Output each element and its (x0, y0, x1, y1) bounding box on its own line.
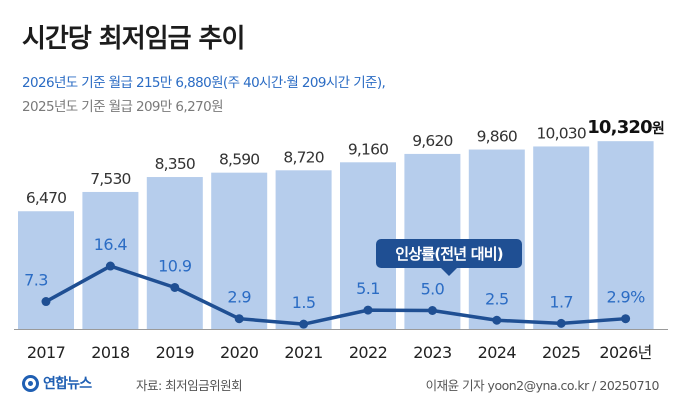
subtitle-2026: 2026년도 기준 월급 215만 6,880원(주 40시간·월 209시간 … (22, 75, 386, 91)
growth-callout-pointer (441, 268, 457, 276)
bar-2026년 (597, 141, 654, 329)
logo: 연합뉴스 (22, 373, 92, 393)
growth-point-2025 (556, 318, 566, 328)
x-tick-2026년: 2026년 (599, 343, 651, 362)
x-tick-2022: 2022 (349, 343, 387, 362)
x-tick-2023: 2023 (413, 343, 451, 362)
growth-label-2022: 5.1 (356, 279, 380, 298)
bar-value-label-2025: 10,030 (536, 124, 585, 142)
bar-value-label-2024: 9,860 (477, 128, 517, 146)
growth-point-2026년 (621, 314, 631, 324)
growth-point-2021 (299, 319, 309, 329)
growth-rate-line (45, 264, 626, 326)
bar-value-label-2023: 9,620 (412, 132, 452, 150)
growth-point-2017 (41, 297, 51, 307)
bar-2025 (533, 146, 590, 329)
growth-point-2020 (234, 314, 244, 324)
growth-callout-box (376, 239, 522, 268)
x-tick-2024: 2024 (478, 343, 517, 362)
bar-value-label-2019: 8,350 (155, 155, 195, 173)
x-tick-2018: 2018 (91, 343, 130, 362)
growth-label-2021: 1.5 (292, 293, 316, 312)
source-note: 자료: 최저임금위원회 (136, 378, 243, 393)
growth-point-2023 (427, 306, 437, 315)
x-tick-2020: 2020 (220, 343, 259, 362)
bar-2017 (18, 211, 74, 329)
growth-callout-label: 인상률(전년 대비) (395, 245, 503, 263)
bar-value-label-2020: 8,590 (219, 151, 259, 169)
x-tick-2017: 2017 (27, 343, 65, 362)
x-tick-2025: 2025 (542, 343, 580, 362)
subtitle-2025: 2025년도 기준 월급 209만 6,270원 (22, 99, 224, 115)
bar-2019 (146, 177, 203, 329)
chart-title: 시간당 최저임금 추이 (22, 24, 245, 54)
growth-point-2018 (105, 261, 115, 271)
bar-2020 (211, 172, 268, 329)
logo-text: 연합뉴스 (43, 376, 92, 392)
bar-value-label-2017: 6,470 (26, 189, 66, 207)
bar-value-unit: 원 (652, 121, 664, 137)
growth-point-2024 (492, 315, 502, 325)
bar-value-label-2022: 9,160 (348, 140, 388, 158)
x-tick-2021: 2021 (284, 343, 322, 362)
growth-label-2018: 16.4 (94, 235, 128, 254)
growth-point-2022 (363, 305, 373, 315)
growth-label-2025: 1.7 (549, 292, 573, 311)
bar-value-label-2018: 7,530 (90, 170, 130, 188)
growth-label-2023: 5.0 (421, 280, 445, 299)
bar-2021 (275, 170, 332, 329)
x-tick-2019: 2019 (156, 343, 195, 362)
yonhap-logo-icon (22, 374, 39, 392)
credit-note: 이재윤 기자 yoon2@yna.co.kr / 20250710 (425, 378, 660, 393)
growth-label-2017: 7.3 (24, 271, 48, 290)
bar-value-label-2026년: 10,320원 (587, 117, 664, 138)
bar-2018 (82, 191, 139, 329)
growth-label-2026년: 2.9% (606, 288, 645, 307)
growth-label-2019: 10.9 (158, 256, 192, 275)
growth-label-2024: 2.5 (485, 289, 509, 308)
growth-label-2020: 2.9 (227, 288, 251, 307)
bar-value-label-2021: 8,720 (283, 148, 323, 166)
growth-point-2019 (170, 282, 180, 292)
